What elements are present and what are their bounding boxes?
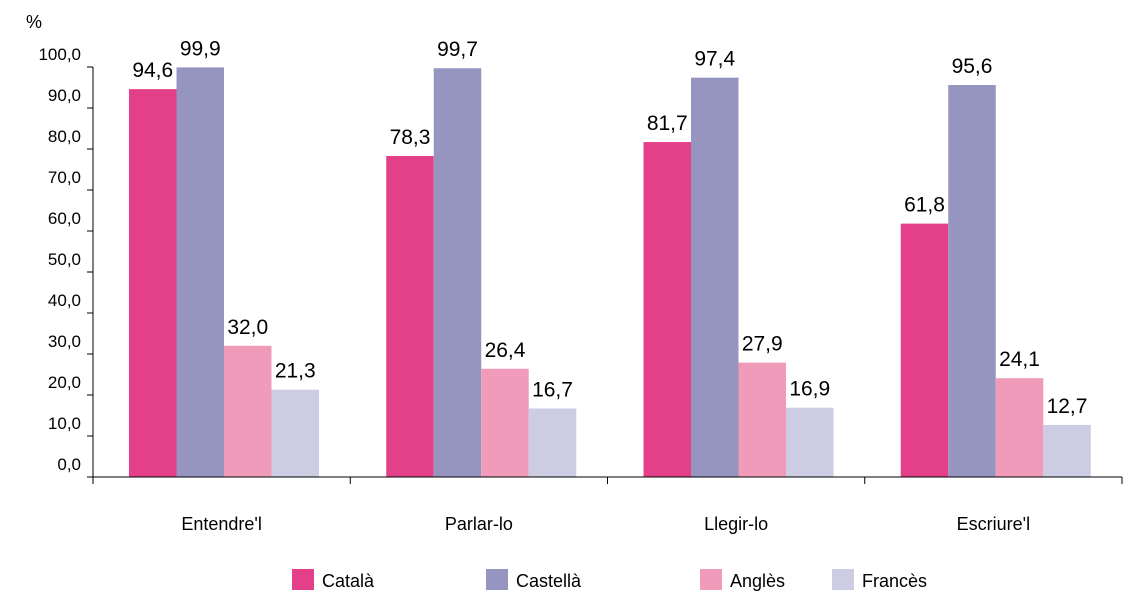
- y-tick-label: 40,0: [48, 291, 81, 310]
- data-label: 32,0: [227, 316, 268, 339]
- bar: [900, 223, 949, 477]
- y-tick-label: 100,0: [38, 45, 81, 64]
- legend-label: Francès: [862, 571, 927, 591]
- y-tick-label: 0,0: [57, 455, 81, 474]
- data-label: 97,4: [694, 48, 735, 71]
- bar: [995, 378, 1044, 477]
- y-tick-label: 90,0: [48, 86, 81, 105]
- bar: [1043, 424, 1091, 477]
- x-category-label: Entendre'l: [181, 514, 262, 534]
- y-tick-label: 70,0: [48, 168, 81, 187]
- x-category-label: Llegir-lo: [704, 514, 768, 534]
- y-axis: 0,0 10,0 20,0 30,0 40,0 50,0 60,0 70,0 80,0 90,0 1…: [38, 45, 94, 478]
- bar: [643, 142, 691, 477]
- data-label: 94,6: [132, 59, 173, 82]
- bars: [129, 67, 1091, 477]
- data-label: 95,6: [952, 55, 993, 78]
- x-category-label: Escriure'l: [957, 514, 1030, 534]
- y-tick-label: 20,0: [48, 373, 81, 392]
- data-label: 78,3: [390, 126, 431, 149]
- bar: [433, 68, 482, 477]
- y-tick-label: 50,0: [48, 250, 81, 269]
- bar: [481, 368, 529, 477]
- x-axis: Entendre'l Parlar-lo Llegir-lo Escriure'l: [92, 476, 1123, 534]
- data-label: 27,9: [742, 333, 783, 356]
- legend-label: Català: [322, 571, 375, 591]
- legend-label: Castellà: [516, 571, 582, 591]
- data-label: 81,7: [647, 112, 688, 135]
- y-tick-label: 10,0: [48, 414, 81, 433]
- bar: [129, 89, 177, 477]
- bar: [948, 85, 996, 477]
- bar: [691, 77, 739, 477]
- data-label: 61,8: [904, 194, 945, 217]
- y-tick-label: 60,0: [48, 209, 81, 228]
- y-tick-label: 30,0: [48, 332, 81, 351]
- bar: [786, 407, 834, 477]
- data-label: 16,9: [789, 378, 830, 401]
- legend: Català Castellà Anglès Francès: [292, 569, 927, 591]
- legend-swatch: [832, 569, 854, 590]
- legend-swatch: [292, 569, 314, 590]
- data-label: 99,7: [437, 38, 478, 61]
- x-category-label: Parlar-lo: [445, 514, 513, 534]
- bar: [528, 408, 577, 477]
- data-label: 12,7: [1047, 395, 1088, 418]
- legend-label: Anglès: [730, 571, 785, 591]
- bar: [176, 67, 224, 477]
- data-label: 26,4: [485, 339, 526, 362]
- y-unit-label: %: [26, 12, 42, 32]
- bar: [738, 362, 786, 477]
- data-label: 21,3: [275, 360, 316, 383]
- data-label: 99,9: [180, 37, 221, 60]
- bar: [386, 155, 434, 477]
- data-label: 24,1: [999, 348, 1040, 371]
- y-tick-label: 80,0: [48, 127, 81, 146]
- legend-swatch: [486, 569, 508, 590]
- legend-swatch: [700, 569, 722, 590]
- data-labels: 94,6 99,9 32,0 21,3 78,3 99,7 26,4 16,7 81,7 97,4…: [132, 37, 1087, 418]
- data-label: 16,7: [532, 379, 573, 402]
- bar: [224, 345, 272, 477]
- bar: [271, 389, 319, 477]
